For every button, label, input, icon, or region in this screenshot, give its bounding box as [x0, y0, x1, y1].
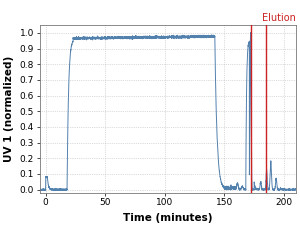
X-axis label: Time (minutes): Time (minutes): [123, 213, 212, 223]
Text: Elution: Elution: [262, 13, 296, 23]
Y-axis label: UV 1 (normalized): UV 1 (normalized): [4, 56, 14, 162]
